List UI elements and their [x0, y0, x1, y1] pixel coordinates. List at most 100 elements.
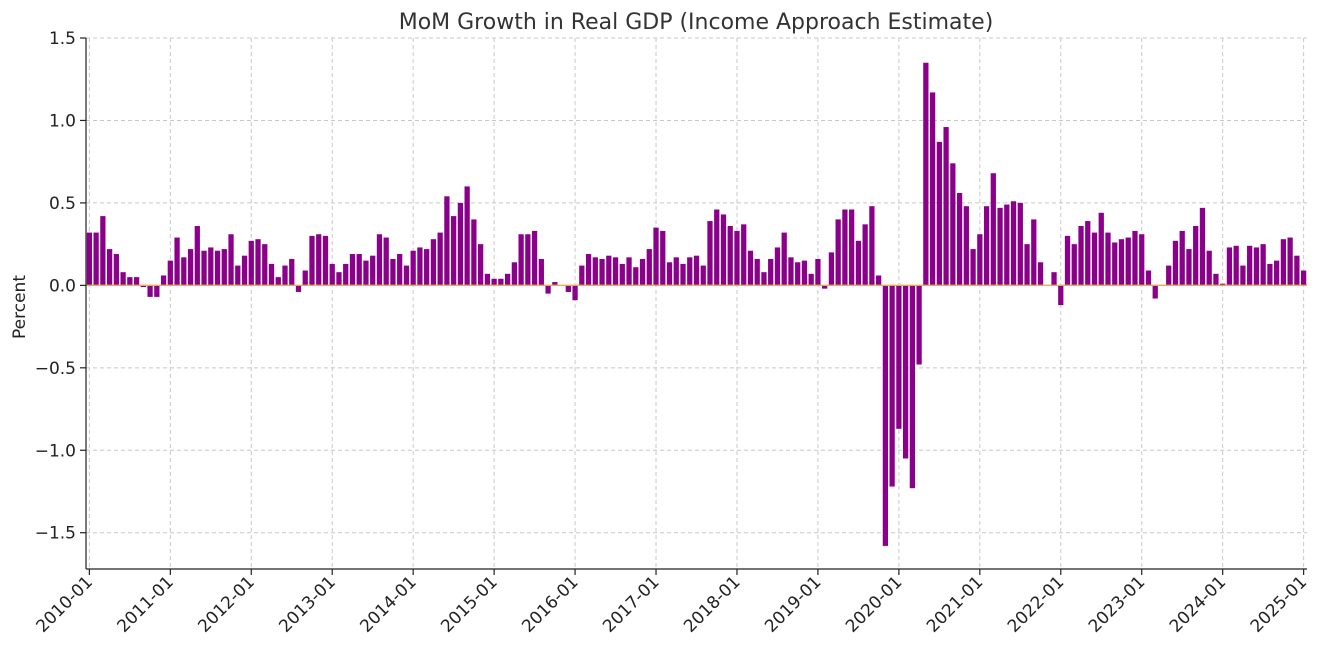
bar: [504, 273, 511, 286]
y-tick-label: 0.0: [49, 276, 76, 296]
bar: [221, 249, 227, 286]
bar: [734, 230, 740, 286]
bar: [626, 257, 632, 286]
bar: [747, 250, 754, 286]
bar: [160, 275, 167, 286]
axes-layer: 1.5 1.0 0.5 0.0 −0.5 −1.0 −1.5 2010-01 2011-01 20…: [33, 29, 1312, 637]
bar: [444, 196, 450, 286]
bar: [781, 232, 787, 286]
bar: [1091, 232, 1098, 286]
bar: [194, 225, 200, 286]
bar: [518, 234, 524, 286]
bar: [788, 257, 794, 286]
bar: [552, 282, 558, 286]
bar: [963, 206, 969, 286]
bar: [774, 247, 781, 286]
bar: [592, 257, 598, 286]
bar: [1294, 255, 1300, 286]
bar: [511, 262, 517, 286]
bar: [1274, 260, 1280, 286]
bar: [849, 209, 855, 286]
bar: [1267, 263, 1273, 286]
bar: [484, 273, 491, 286]
bar: [855, 240, 862, 286]
bar: [673, 257, 679, 286]
bar: [187, 249, 194, 286]
bar: [1085, 221, 1091, 286]
bar: [322, 235, 329, 286]
bar: [208, 247, 214, 286]
bar: [1280, 239, 1287, 286]
bar: [525, 234, 531, 286]
bar: [1064, 235, 1071, 286]
bar: [1300, 270, 1307, 286]
bar: [1260, 244, 1266, 286]
bar: [687, 257, 693, 286]
bar: [451, 216, 457, 286]
bar: [1186, 249, 1192, 286]
bar: [491, 278, 497, 286]
bar: [1152, 285, 1158, 299]
bar: [275, 277, 281, 286]
bar: [1051, 272, 1057, 286]
bar: [538, 258, 544, 286]
bar: [633, 267, 639, 286]
bar: [956, 193, 963, 286]
bar: [1112, 242, 1118, 286]
y-tick-label: −1.0: [35, 441, 76, 461]
x-tick-label: 2010-01: [33, 572, 97, 636]
bar: [309, 235, 315, 286]
bar: [154, 285, 160, 297]
bar: [815, 258, 821, 286]
bar: [1240, 265, 1246, 286]
bar: [417, 247, 423, 286]
bar: [1172, 240, 1179, 286]
bar: [693, 255, 700, 286]
bar: [1226, 247, 1233, 286]
y-axis-label: Percent: [10, 275, 30, 339]
x-tick-label: 2012-01: [194, 572, 258, 636]
bar: [1010, 201, 1017, 286]
bar: [86, 232, 93, 286]
bar: [835, 219, 841, 286]
bar: [1145, 270, 1152, 286]
bar: [923, 62, 929, 286]
bar: [545, 285, 551, 294]
bar: [828, 252, 835, 286]
bar: [869, 206, 875, 286]
bar: [882, 285, 889, 546]
x-tick-label: 2024-01: [1166, 572, 1230, 636]
bar: [660, 230, 666, 286]
bar: [714, 209, 720, 286]
bar: [1118, 239, 1125, 286]
bar: [1125, 237, 1131, 286]
bar: [943, 127, 949, 286]
bar: [255, 239, 261, 286]
bar: [842, 209, 848, 286]
bar: [390, 258, 396, 286]
bar: [1031, 219, 1037, 286]
x-tick-label: 2015-01: [437, 572, 501, 636]
bars-layer: [86, 62, 1307, 546]
bar: [349, 254, 356, 286]
bar: [579, 265, 585, 286]
bar: [970, 249, 976, 286]
x-tick-label: 2020-01: [842, 572, 906, 636]
grid-layer: [86, 37, 1307, 569]
bar: [106, 249, 113, 286]
x-tick-label: 2014-01: [356, 572, 420, 636]
bar: [214, 250, 221, 286]
bar: [93, 232, 99, 286]
x-tick-label: 2017-01: [599, 572, 663, 636]
bar: [1004, 204, 1010, 286]
x-tick-label: 2011-01: [113, 572, 177, 636]
bar: [768, 258, 774, 286]
bar: [707, 221, 713, 286]
bar: [572, 285, 578, 301]
bar: [282, 265, 288, 286]
bar: [666, 262, 673, 286]
bar: [950, 163, 956, 286]
bar: [1253, 247, 1260, 286]
bar: [680, 263, 686, 286]
bar: [977, 234, 983, 286]
